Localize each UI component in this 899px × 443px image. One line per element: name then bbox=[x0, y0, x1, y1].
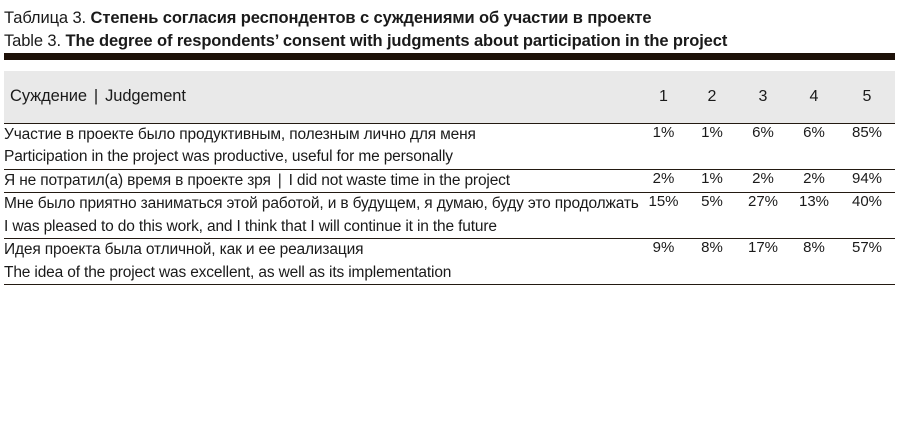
row-value-3: 6% bbox=[737, 122, 789, 169]
row-judgement: Идея проекта была отличной, как и ее реа… bbox=[4, 238, 640, 285]
row-value-5: 85% bbox=[839, 122, 895, 169]
row-judgement-ru: Участие в проекте было продуктивным, пол… bbox=[4, 125, 476, 143]
row-value-5: 57% bbox=[839, 238, 895, 285]
row-value-1: 1% bbox=[640, 122, 687, 169]
table-row: Идея проекта была отличной, как и ее реа… bbox=[4, 238, 895, 285]
row-value-5: 94% bbox=[839, 168, 895, 193]
row-judgement: Я не потратил(а) время в проекте зря | I d… bbox=[4, 168, 640, 193]
header-judgement-en: Judgement bbox=[105, 87, 186, 106]
row-value-1: 2% bbox=[640, 168, 687, 193]
header-judgement-ru: Суждение bbox=[10, 87, 87, 106]
header-scale-3: 3 bbox=[737, 71, 789, 123]
header-scale-1: 1 bbox=[640, 71, 687, 123]
header-separator: | bbox=[93, 87, 99, 106]
row-value-2: 1% bbox=[687, 122, 737, 169]
row-judgement-inline: Я не потратил(а) время в проекте зря | I d… bbox=[4, 170, 640, 193]
table-bottom-rule bbox=[4, 284, 895, 285]
row-judgement-en: Participation in the project was product… bbox=[4, 148, 453, 165]
table-body: Участие в проекте было продуктивным, пол… bbox=[4, 122, 895, 285]
row-separator: | bbox=[277, 171, 282, 189]
row-judgement-ru: Я не потратил(а) время в проекте зря bbox=[4, 171, 271, 189]
row-value-4: 8% bbox=[789, 238, 839, 285]
caption-label-ru: Таблица 3. bbox=[4, 9, 87, 27]
table-top-rule bbox=[4, 53, 895, 60]
row-judgement: Участие в проекте было продуктивным, пол… bbox=[4, 122, 640, 169]
row-value-4: 13% bbox=[789, 192, 839, 239]
caption-text-ru: Степень согласия респондентов с суждения… bbox=[90, 9, 652, 27]
table-container: Суждение | Judgement 1 2 3 4 5 Участие в п… bbox=[0, 71, 899, 285]
table-row: Мне было приятно заниматься этой работой… bbox=[4, 192, 895, 239]
header-row: Суждение | Judgement 1 2 3 4 5 bbox=[4, 71, 895, 123]
table-bottom-rule-cell bbox=[4, 284, 895, 285]
row-judgement-en: I did not waste time in the project bbox=[288, 171, 510, 189]
caption-label-en: Table 3. bbox=[4, 32, 61, 50]
row-value-3: 27% bbox=[737, 192, 789, 239]
header-scale-2: 2 bbox=[687, 71, 737, 123]
row-value-3: 2% bbox=[737, 168, 789, 193]
row-judgement: Мне было приятно заниматься этой работой… bbox=[4, 192, 640, 239]
row-judgement-en: The idea of the project was excellent, a… bbox=[4, 263, 452, 281]
header-judgement: Суждение | Judgement bbox=[4, 71, 640, 123]
table-row: Участие в проекте было продуктивным, пол… bbox=[4, 122, 895, 169]
header-scale-5: 5 bbox=[839, 71, 895, 123]
row-value-3: 17% bbox=[737, 238, 789, 285]
caption-text-en: The degree of respondents’ consent with … bbox=[65, 32, 728, 50]
consent-table: Суждение | Judgement 1 2 3 4 5 Участие в п… bbox=[4, 71, 895, 285]
row-value-2: 5% bbox=[687, 192, 737, 239]
row-value-4: 6% bbox=[789, 122, 839, 169]
row-judgement-ru: Мне было приятно заниматься этой работой… bbox=[4, 195, 639, 212]
table-caption: Таблица 3. Степень согласия респондентов… bbox=[0, 0, 899, 53]
row-value-2: 8% bbox=[687, 238, 737, 285]
table-head: Суждение | Judgement 1 2 3 4 5 bbox=[4, 71, 895, 123]
row-judgement-en: I was pleased to do this work, and I thi… bbox=[4, 217, 497, 235]
row-judgement-ru: Идея проекта была отличной, как и ее реа… bbox=[4, 241, 364, 258]
row-value-2: 1% bbox=[687, 168, 737, 193]
row-value-1: 15% bbox=[640, 192, 687, 239]
row-value-4: 2% bbox=[789, 168, 839, 193]
caption-line-ru: Таблица 3. Степень согласия респондентов… bbox=[4, 7, 895, 30]
header-scale-4: 4 bbox=[789, 71, 839, 123]
row-value-5: 40% bbox=[839, 192, 895, 239]
caption-line-en: Table 3. The degree of respondents’ cons… bbox=[4, 30, 895, 53]
table-row: Я не потратил(а) время в проекте зря | I d… bbox=[4, 168, 895, 193]
row-value-1: 9% bbox=[640, 238, 687, 285]
